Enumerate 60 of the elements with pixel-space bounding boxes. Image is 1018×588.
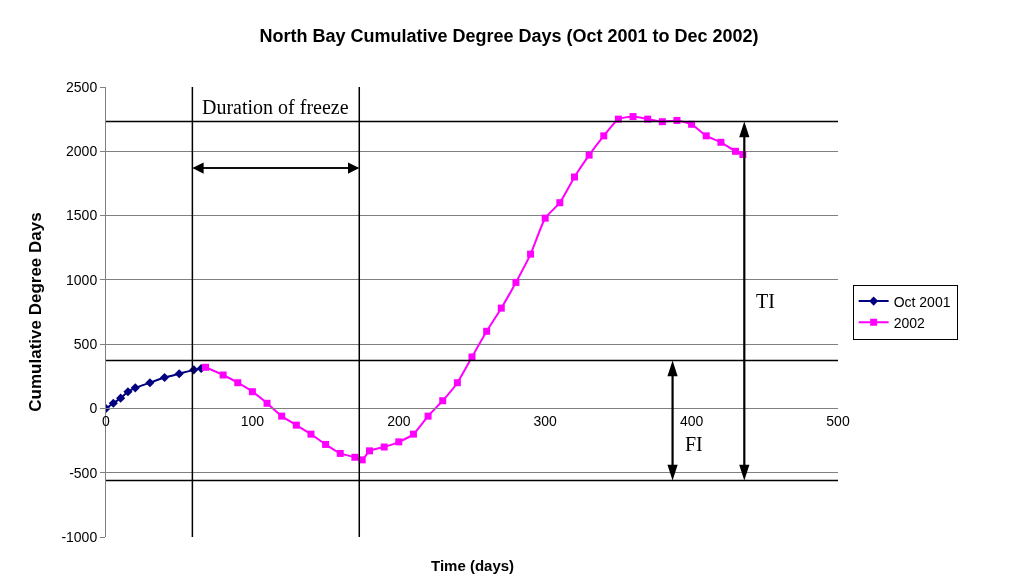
point bbox=[702, 132, 710, 140]
point bbox=[395, 438, 403, 446]
ref-line-label: TI bbox=[756, 290, 775, 312]
point bbox=[160, 373, 170, 383]
point bbox=[278, 412, 286, 420]
point bbox=[202, 363, 210, 371]
point bbox=[145, 378, 155, 388]
x-tick-label: 500 bbox=[826, 413, 850, 430]
point bbox=[123, 387, 133, 397]
y-axis-title: Cumulative Degree Days bbox=[25, 212, 45, 412]
point bbox=[380, 443, 388, 451]
y-tick-label: 1000 bbox=[66, 271, 98, 288]
point bbox=[600, 132, 608, 140]
point bbox=[130, 383, 140, 393]
y-tick-label: 2000 bbox=[66, 143, 98, 160]
y-tick-label: -500 bbox=[69, 464, 98, 481]
point bbox=[174, 369, 184, 379]
x-tick-label: 0 bbox=[102, 413, 111, 430]
annotation: Duration of freeze bbox=[202, 96, 349, 118]
y-tick-label: 0 bbox=[89, 400, 98, 417]
point bbox=[351, 453, 359, 461]
point bbox=[409, 430, 417, 438]
point bbox=[453, 379, 461, 387]
x-tick-label: 200 bbox=[387, 413, 411, 430]
point bbox=[116, 393, 126, 403]
point bbox=[556, 199, 564, 207]
point bbox=[483, 327, 491, 335]
point bbox=[248, 388, 256, 396]
y-tick-label: -1000 bbox=[61, 528, 98, 545]
point bbox=[322, 440, 330, 448]
point bbox=[263, 399, 271, 407]
ref-line-label: FI bbox=[685, 433, 703, 455]
x-axis-title: Time (days) bbox=[431, 557, 515, 574]
point bbox=[439, 397, 447, 405]
point bbox=[234, 379, 242, 387]
x-tick-label: 400 bbox=[679, 413, 704, 430]
chart-title: North Bay Cumulative Degree Days (Oct 2001 to Dec 2002) bbox=[259, 26, 759, 46]
point bbox=[570, 173, 578, 181]
point bbox=[219, 371, 227, 379]
point bbox=[585, 151, 593, 159]
y-tick-label: 500 bbox=[73, 336, 98, 353]
point bbox=[629, 113, 637, 121]
point bbox=[541, 214, 549, 222]
point bbox=[497, 304, 505, 312]
y-tick-label: 1500 bbox=[66, 207, 98, 224]
point bbox=[527, 250, 535, 258]
point bbox=[336, 449, 344, 457]
point bbox=[732, 147, 740, 155]
point bbox=[424, 412, 432, 420]
point bbox=[717, 138, 725, 146]
x-tick-label: 100 bbox=[240, 413, 265, 430]
legend-label: 2002 bbox=[893, 314, 925, 331]
point bbox=[108, 398, 118, 408]
point bbox=[512, 278, 520, 286]
y-tick-label: 2500 bbox=[66, 78, 98, 95]
point bbox=[366, 447, 374, 455]
point bbox=[307, 430, 315, 438]
x-tick-label: 300 bbox=[533, 413, 558, 430]
point bbox=[292, 421, 300, 429]
legend-label: Oct 2001 bbox=[893, 293, 951, 310]
